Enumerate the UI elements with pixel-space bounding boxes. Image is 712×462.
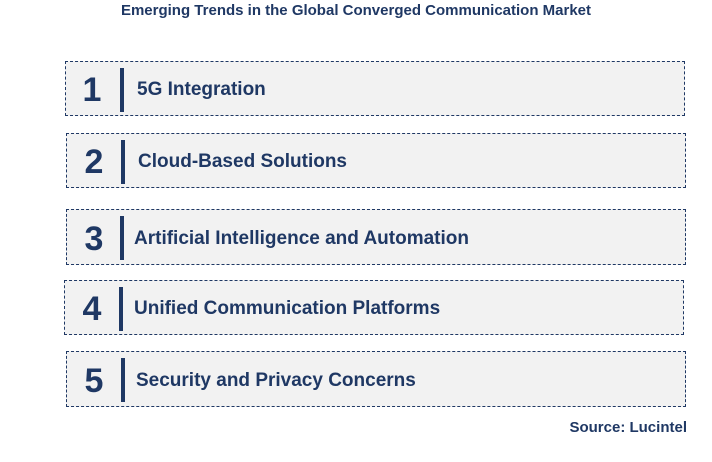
divider-bar	[120, 68, 124, 112]
trend-number: 5	[84, 362, 104, 400]
divider-bar	[121, 358, 125, 402]
trend-label: Security and Privacy Concerns	[136, 370, 416, 391]
trend-item-2: 2 Cloud-Based Solutions	[66, 133, 686, 188]
trend-item-4: 4 Unified Communication Platforms	[64, 280, 684, 335]
trend-number: 4	[82, 290, 102, 328]
source-note: Source: Lucintel	[569, 419, 687, 436]
trend-label: Artificial Intelligence and Automation	[134, 228, 469, 249]
trend-label: Cloud-Based Solutions	[138, 151, 347, 172]
trend-label: 5G Integration	[137, 79, 266, 100]
trend-item-5: 5 Security and Privacy Concerns	[66, 351, 686, 407]
divider-bar	[119, 287, 123, 331]
divider-bar	[121, 140, 125, 184]
divider-bar	[120, 216, 124, 260]
chart-title: Emerging Trends in the Global Converged …	[120, 2, 592, 19]
trend-number: 3	[84, 220, 104, 258]
trend-number: 1	[82, 71, 102, 109]
trend-label: Unified Communication Platforms	[134, 298, 441, 319]
trend-item-1: 1 5G Integration	[65, 61, 685, 116]
trend-number: 2	[84, 143, 104, 181]
trend-item-3: 3 Artificial Intelligence and Automation	[66, 209, 686, 265]
